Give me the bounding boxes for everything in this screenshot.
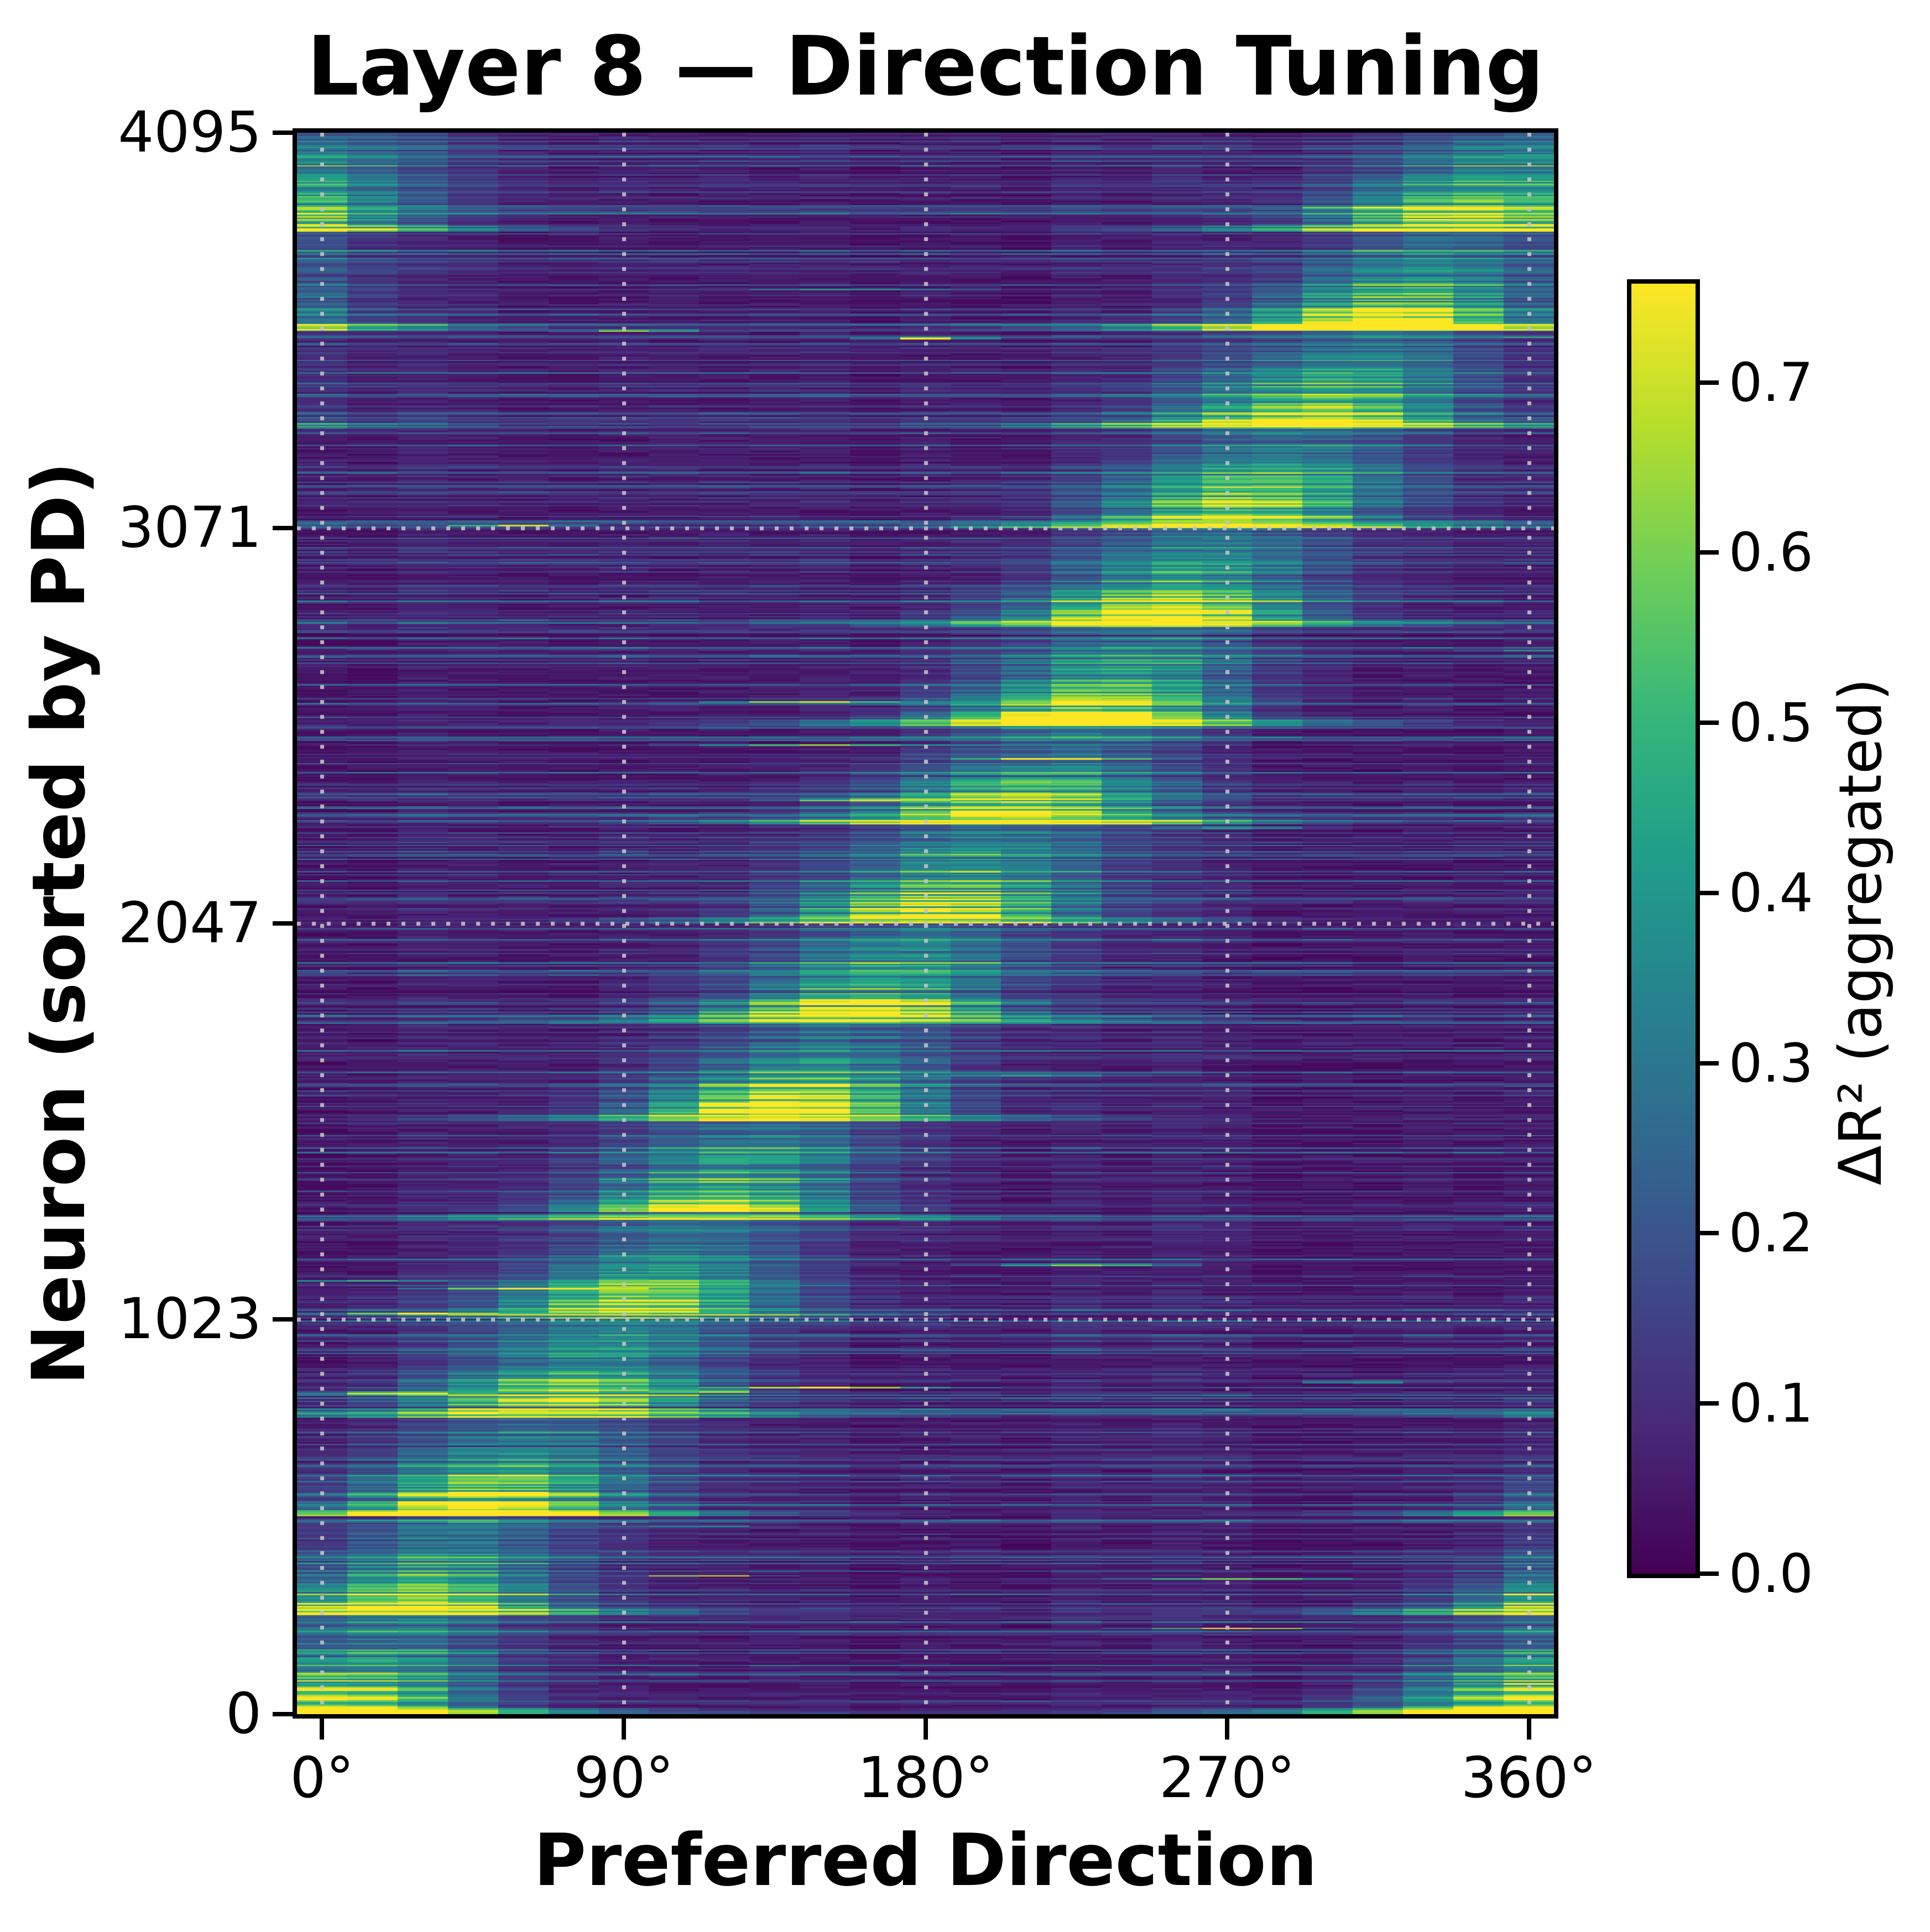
- colorbar-label: ΔR² (aggregated): [1827, 678, 1895, 1186]
- colorbar: [1627, 279, 1700, 1578]
- y-tick-label: 4095: [118, 100, 262, 165]
- x-axis-label: Preferred Direction: [533, 1818, 1318, 1902]
- y-tick-mark: [273, 526, 293, 531]
- x-tick-mark: [1526, 1719, 1531, 1740]
- x-tick-label: 90°: [573, 1745, 674, 1811]
- y-tick-label: 0: [226, 1681, 262, 1747]
- y-tick-mark: [273, 921, 293, 926]
- x-tick-mark: [1225, 1719, 1230, 1740]
- colorbar-tick-mark: [1700, 1401, 1719, 1406]
- colorbar-tick-mark: [1700, 380, 1719, 385]
- chart-title: Layer 8 — Direction Tuning: [306, 19, 1545, 114]
- colorbar-tick-label: 0.6: [1729, 521, 1813, 584]
- colorbar-tick-label: 0.3: [1729, 1032, 1813, 1094]
- y-tick-mark: [273, 1317, 293, 1322]
- x-tick-mark: [320, 1719, 325, 1740]
- colorbar-tick-label: 0.0: [1729, 1543, 1813, 1605]
- colorbar-tick-mark: [1700, 550, 1719, 555]
- y-tick-label: 3071: [118, 495, 262, 561]
- y-tick-label: 1023: [118, 1286, 262, 1352]
- colorbar-tick-mark: [1700, 1571, 1719, 1576]
- colorbar-tick-mark: [1700, 890, 1719, 895]
- x-tick-label: 0°: [290, 1745, 354, 1811]
- heatmap-canvas: [297, 133, 1554, 1714]
- colorbar-tick-mark: [1700, 720, 1719, 725]
- colorbar-tick-label: 0.1: [1729, 1372, 1813, 1435]
- colorbar-tick-label: 0.7: [1729, 351, 1813, 414]
- colorbar-tick-label: 0.4: [1729, 861, 1813, 924]
- colorbar-tick-mark: [1700, 1061, 1719, 1066]
- x-tick-label: 180°: [857, 1745, 994, 1811]
- y-tick-label: 2047: [118, 890, 262, 957]
- x-tick-mark: [923, 1719, 928, 1740]
- colorbar-gradient: [1631, 284, 1696, 1574]
- x-tick-label: 270°: [1159, 1745, 1295, 1811]
- colorbar-tick-label: 0.5: [1729, 692, 1813, 754]
- colorbar-tick-mark: [1700, 1231, 1719, 1236]
- y-tick-mark: [273, 130, 293, 135]
- x-tick-mark: [621, 1719, 626, 1740]
- colorbar-tick-label: 0.2: [1729, 1202, 1813, 1265]
- y-tick-mark: [273, 1712, 293, 1716]
- x-tick-label: 360°: [1460, 1745, 1597, 1811]
